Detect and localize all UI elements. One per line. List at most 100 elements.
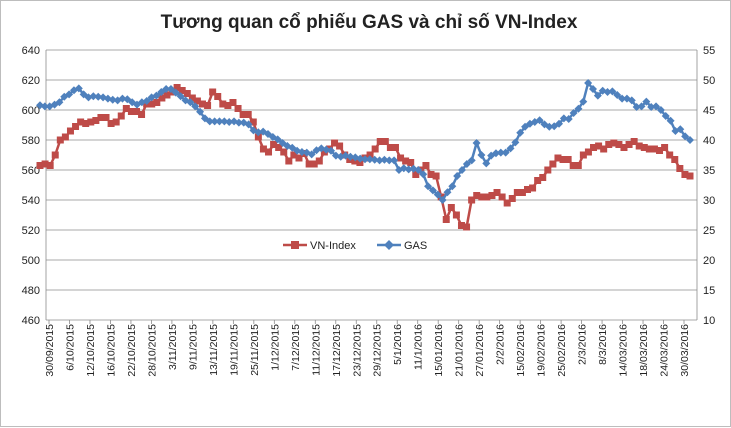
data-point-vnindex: [590, 144, 598, 151]
data-point-gas: [370, 155, 379, 164]
data-point-gas: [428, 186, 437, 195]
x-tick-label: 24/03/2016: [659, 324, 671, 377]
data-point-vnindex: [559, 156, 567, 163]
data-point-gas: [191, 102, 200, 111]
data-point-gas: [569, 109, 578, 117]
left-tick-label: 540: [22, 195, 40, 207]
x-tick-label: 21/01/2016: [454, 324, 466, 377]
data-point-vnindex: [483, 193, 491, 201]
data-point-gas: [40, 102, 49, 111]
data-point-vnindex: [610, 139, 618, 147]
data-point-vnindex: [625, 141, 633, 148]
data-point-vnindex: [457, 222, 465, 229]
data-point-vnindex: [239, 111, 247, 118]
data-point-vnindex: [249, 118, 257, 126]
data-point-vnindex: [569, 162, 577, 169]
data-point-vnindex: [503, 199, 511, 207]
left-tick-label: 560: [22, 165, 40, 177]
data-point-gas: [234, 118, 243, 127]
data-point-gas: [142, 97, 151, 105]
data-point-vnindex: [686, 172, 694, 180]
data-point-vnindex: [66, 127, 74, 135]
data-point-vnindex: [122, 105, 130, 112]
data-point-gas: [574, 104, 583, 113]
data-point-gas: [307, 150, 316, 159]
data-point-vnindex: [554, 154, 562, 162]
data-point-vnindex: [432, 172, 440, 180]
data-point-gas: [94, 92, 103, 101]
data-point-gas: [433, 190, 442, 199]
x-tick-label: 5/1/2016: [392, 324, 404, 365]
data-point-vnindex: [681, 171, 689, 178]
data-point-vnindex: [224, 102, 232, 109]
chart-title: Tương quan cổ phiếu GAS và chỉ số VN-Ind…: [161, 12, 578, 33]
data-point-gas: [647, 103, 656, 111]
x-tick-label: 8/3/2016: [597, 324, 609, 365]
x-tick-label: 29/12/2015: [372, 324, 384, 377]
data-point-gas: [220, 117, 229, 126]
data-point-vnindex: [183, 90, 191, 97]
data-point-vnindex: [371, 145, 379, 153]
data-point-vnindex: [265, 148, 273, 156]
x-axis-ticks: 30/09/2015 6/10/2015 12/10/2015 16/10/2015 2…: [44, 320, 691, 377]
data-point-gas: [632, 103, 641, 111]
data-point-vnindex: [397, 154, 405, 162]
data-point-vnindex: [61, 133, 69, 141]
data-point-vnindex: [473, 192, 481, 199]
data-point-vnindex: [153, 99, 161, 106]
x-tick-label: 28/10/2015: [146, 324, 158, 377]
data-point-vnindex: [168, 88, 176, 96]
x-tick-label: 15/01/2016: [433, 324, 445, 377]
data-point-vnindex: [356, 159, 364, 166]
x-tick-label: 19/02/2016: [536, 324, 548, 377]
data-point-vnindex: [549, 160, 557, 168]
right-axis-ticks: 10 15 20 25 30 35 40 45 50 55: [703, 45, 715, 327]
x-tick-label: 12/10/2015: [85, 324, 97, 377]
data-point-gas: [477, 151, 486, 159]
data-point-vnindex: [463, 223, 471, 231]
data-point-vnindex: [508, 195, 516, 202]
data-point-gas: [346, 152, 355, 161]
left-tick-label: 580: [22, 135, 40, 147]
data-point-vnindex: [366, 151, 374, 159]
data-point-gas: [380, 155, 389, 164]
data-point-vnindex: [127, 108, 135, 115]
data-point-vnindex: [595, 142, 603, 150]
data-point-gas: [453, 172, 462, 180]
x-tick-label: 2/2/2016: [495, 324, 507, 365]
left-tick-label: 640: [22, 45, 40, 57]
data-point-gas: [593, 91, 602, 100]
legend-label-gas: GAS: [404, 240, 427, 252]
left-tick-label: 600: [22, 105, 40, 117]
data-point-vnindex: [544, 166, 552, 174]
data-point-gas: [506, 144, 515, 153]
data-point-vnindex: [254, 133, 262, 141]
data-point-vnindex: [529, 184, 537, 192]
data-point-vnindex: [77, 118, 85, 126]
data-point-gas: [656, 106, 665, 114]
data-point-gas: [491, 149, 500, 158]
data-point-gas: [297, 148, 306, 156]
data-point-vnindex: [41, 160, 49, 168]
x-tick-label: 30/03/2016: [679, 324, 691, 377]
data-point-vnindex: [564, 156, 572, 163]
x-tick-label: 25/11/2015: [249, 324, 261, 376]
data-point-vnindex: [244, 111, 252, 118]
data-point-gas: [559, 114, 568, 123]
data-point-gas: [482, 159, 491, 168]
data-point-gas: [55, 98, 64, 107]
x-tick-label: 23/12/2015: [351, 324, 363, 377]
data-point-gas: [588, 85, 597, 93]
data-point-gas: [661, 112, 670, 120]
right-tick-label: 50: [703, 75, 715, 87]
data-point-vnindex: [117, 112, 125, 120]
data-point-vnindex: [376, 138, 384, 145]
data-point-gas: [618, 94, 627, 103]
data-point-vnindex: [351, 157, 359, 165]
data-point-vnindex: [158, 94, 166, 102]
x-tick-label: 19/11/2015: [228, 324, 240, 376]
data-point-gas: [448, 182, 457, 191]
data-point-vnindex: [132, 108, 140, 115]
data-point-vnindex: [36, 162, 44, 169]
